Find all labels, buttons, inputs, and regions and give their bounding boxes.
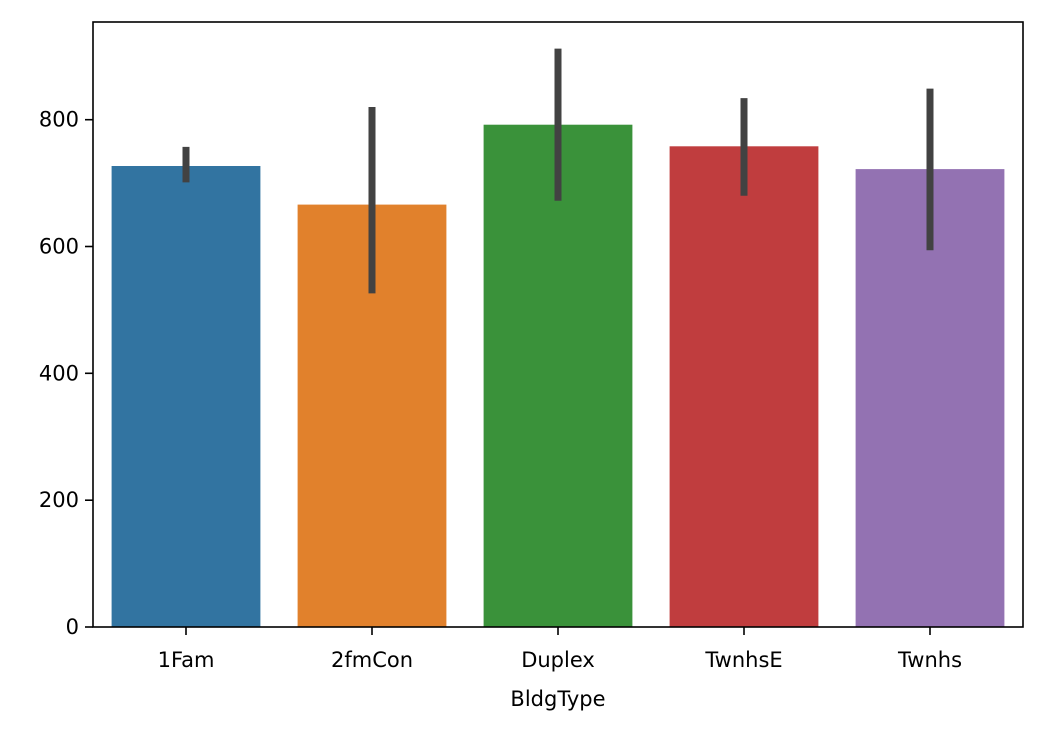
bar-Duplex (483, 124, 633, 627)
bar-TwnhsE (669, 146, 819, 628)
x-tick-label: Twnhs (897, 648, 962, 672)
bars-group (111, 124, 1005, 628)
y-tick-label: 600 (39, 235, 79, 259)
x-axis-title: BldgType (510, 687, 605, 711)
y-tick-label: 0 (66, 615, 79, 639)
y-tick-label: 200 (39, 488, 79, 512)
x-tick-label: 2fmCon (331, 648, 413, 672)
x-axis: 1Fam 2fmCon Duplex TwnhsE Twnhs (158, 627, 962, 672)
error-bars-group (182, 48, 934, 294)
y-tick-label: 400 (39, 361, 79, 385)
y-tick-label: 800 (39, 108, 79, 132)
bar-1Fam (111, 166, 261, 627)
x-tick-label: 1Fam (158, 648, 215, 672)
y-axis: 0 200 400 600 800 (39, 108, 93, 639)
x-tick-label: Duplex (521, 648, 595, 672)
x-tick-label: TwnhsE (704, 648, 782, 672)
